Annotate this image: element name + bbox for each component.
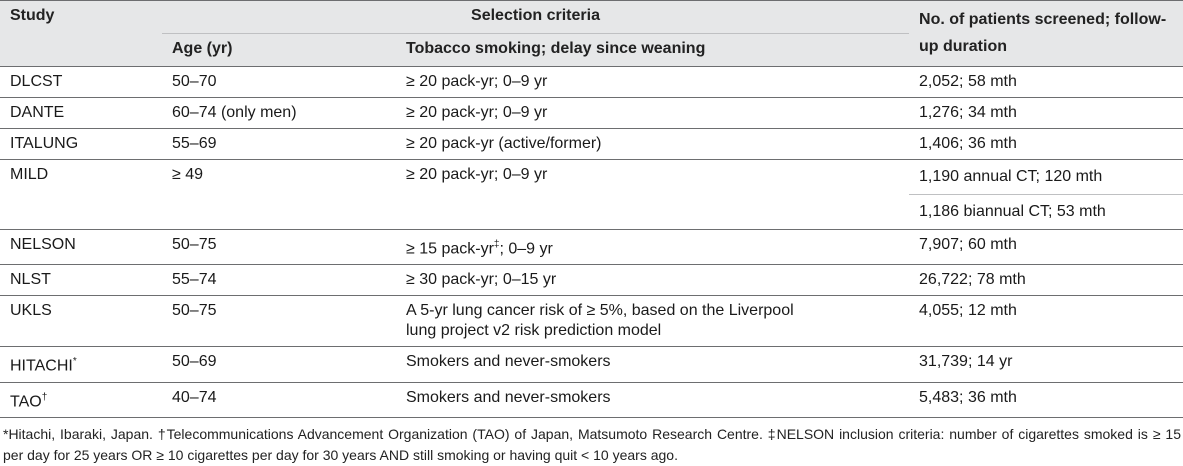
study-name: TAO xyxy=(10,392,42,410)
cell-study: UKLS xyxy=(10,302,52,320)
cell-patients: 1,406; 36 mth xyxy=(919,135,1017,152)
header-selection-criteria: Selection criteria xyxy=(162,0,910,34)
cell-patients: 1,276; 34 mth xyxy=(919,104,1017,121)
cell-patients: 26,722; 78 mth xyxy=(919,271,1026,289)
cell-study: MILD xyxy=(0,159,162,230)
cell-patients: 2,052; 58 mth xyxy=(919,73,1017,90)
cell-patients: 31,739; 14 yr xyxy=(919,353,1013,371)
cell-age: 55–69 xyxy=(172,135,217,152)
cell-patients: 5,483; 36 mth xyxy=(919,388,1017,406)
table-row: HITACHI* 50–69 Smokers and never-smokers… xyxy=(0,347,1183,383)
cell-age: 50–75 xyxy=(172,236,217,253)
table-row: NLST 55–74 ≥ 30 pack-yr; 0–15 yr 26,722;… xyxy=(0,265,1183,296)
header-row-1: Study Selection criteria No. of patients… xyxy=(0,0,1183,67)
cell-age: 60–74 (only men) xyxy=(172,104,297,121)
header-tobacco: Tobacco smoking; delay since weaning xyxy=(396,33,910,67)
header-age: Age (yr) xyxy=(162,33,396,67)
tobacco-text: ≥ 15 pack-yr xyxy=(406,240,494,258)
cell-tobacco: ≥ 20 pack-yr; 0–9 yr xyxy=(396,159,910,230)
study-name: HITACHI xyxy=(10,357,73,375)
cell-study: TAO† xyxy=(0,382,162,417)
cell-tobacco: A 5-yr lung cancer risk of ≥ 5%, based o… xyxy=(406,302,794,340)
table-row: DANTE 60–74 (only men) ≥ 20 pack-yr; 0–9… xyxy=(0,98,1183,129)
cell-study: DANTE xyxy=(10,104,65,121)
table-row: DLCST 50–70 ≥ 20 pack-yr; 0–9 yr 2,052; … xyxy=(0,67,1183,98)
cell-tobacco: Smokers and never-smokers xyxy=(406,353,611,371)
cell-age: 50–70 xyxy=(172,73,217,90)
table-footnote: *Hitachi, Ibaraki, Japan. †Telecommunica… xyxy=(3,425,1181,463)
selection-criteria-label: Selection criteria xyxy=(471,7,600,24)
cell-patients: 4,055; 12 mth xyxy=(919,302,1017,320)
cell-study: NLST xyxy=(10,271,51,289)
footnote-mark: * xyxy=(72,356,77,368)
cell-age: 40–74 xyxy=(172,388,217,406)
cell-tobacco: ≥ 20 pack-yr; 0–9 yr xyxy=(406,104,548,121)
cell-tobacco: ≥ 30 pack-yr; 0–15 yr xyxy=(406,271,557,289)
cell-tobacco: ≥ 15 pack-yr‡; 0–9 yr xyxy=(396,230,909,265)
tobacco-text-rest: ; 0–9 yr xyxy=(499,240,553,258)
table-row: MILD ≥ 49 ≥ 20 pack-yr; 0–9 yr 1,190 ann… xyxy=(0,159,1183,230)
cell-study: ITALUNG xyxy=(10,135,79,152)
footnote-mark: ‡ xyxy=(493,239,500,250)
cell-study: DLCST xyxy=(10,73,63,90)
cell-study: NELSON xyxy=(10,236,76,253)
cell-tobacco: ≥ 20 pack-yr (active/former) xyxy=(406,135,602,152)
header-row-2: Age (yr) Tobacco smoking; delay since we… xyxy=(0,33,1183,67)
header-patients: No. of patients screened; follow-up dura… xyxy=(909,0,1183,67)
cell-age: ≥ 49 xyxy=(162,159,396,230)
cell-patients: 7,907; 60 mth xyxy=(919,236,1017,253)
cell-patients: 1,190 annual CT; 120 mth xyxy=(909,159,1183,195)
cell-patients-2: 1,186 biannual CT; 53 mth xyxy=(919,203,1106,220)
header-study: Study xyxy=(0,0,162,67)
table-row: TAO† 40–74 Smokers and never-smokers 5,4… xyxy=(0,382,1183,418)
cell-age: 55–74 xyxy=(172,271,217,289)
cell-study: HITACHI* xyxy=(0,347,162,382)
table-row: ITALUNG 55–69 ≥ 20 pack-yr (active/forme… xyxy=(0,129,1183,160)
cell-age: 50–69 xyxy=(172,353,217,371)
cell-age: 50–75 xyxy=(172,302,217,320)
table-row: UKLS 50–75 A 5-yr lung cancer risk of ≥ … xyxy=(0,296,1183,347)
cell-tobacco: Smokers and never-smokers xyxy=(406,388,611,406)
cell-tobacco: ≥ 20 pack-yr; 0–9 yr xyxy=(406,73,548,90)
footnote-mark: † xyxy=(41,391,48,403)
table-row: NELSON 50–75 ≥ 15 pack-yr‡; 0–9 yr 7,907… xyxy=(0,230,1183,265)
screening-trials-table: Study Selection criteria No. of patients… xyxy=(0,0,1183,418)
